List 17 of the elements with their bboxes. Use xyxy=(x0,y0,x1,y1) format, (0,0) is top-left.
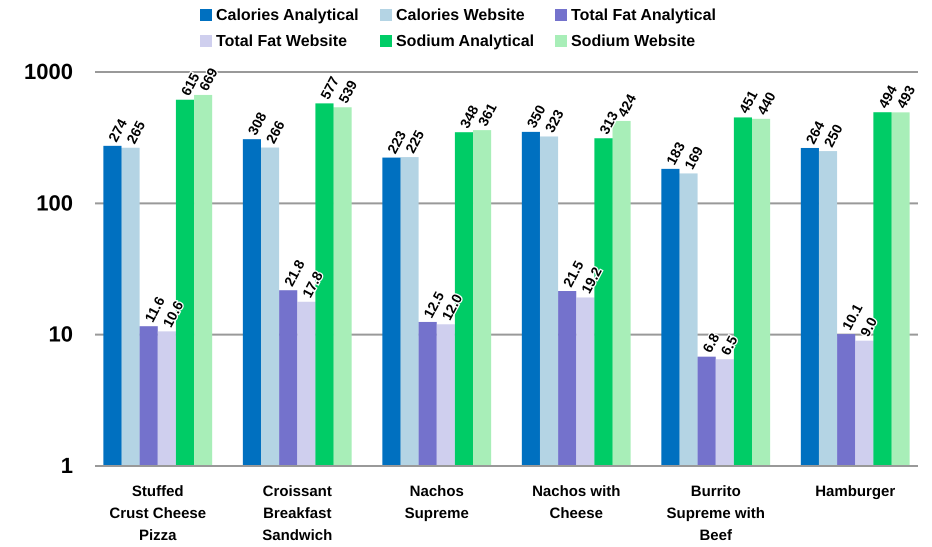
x-tick-label: Stuffed Crust Cheese Pizza xyxy=(109,483,206,544)
legend-label: Total Fat Analytical xyxy=(571,7,716,24)
legend-label: Sodium Website xyxy=(571,33,696,50)
y-tick-label: 1 xyxy=(60,453,73,478)
x-tick-label: Hamburger xyxy=(815,483,896,500)
legend-label: Total Fat Website xyxy=(216,33,348,50)
y-tick-label: 1000 xyxy=(24,59,73,84)
legend-label: Calories Analytical xyxy=(216,7,359,24)
y-tick-label: 10 xyxy=(48,322,73,347)
x-tick-label: Burrito Supreme with Beef xyxy=(666,483,765,544)
x-tick-label: Nachos Supreme xyxy=(404,483,469,522)
y-tick-label: 100 xyxy=(36,190,73,216)
data-label: 6.8 xyxy=(699,330,723,356)
x-tick-label: Croissant Breakfast Sandwich xyxy=(262,483,332,544)
legend-label: Sodium Analytical xyxy=(396,33,534,50)
legend-label: Calories Website xyxy=(396,7,525,24)
x-tick-label: Nachos with Cheese xyxy=(532,483,620,522)
